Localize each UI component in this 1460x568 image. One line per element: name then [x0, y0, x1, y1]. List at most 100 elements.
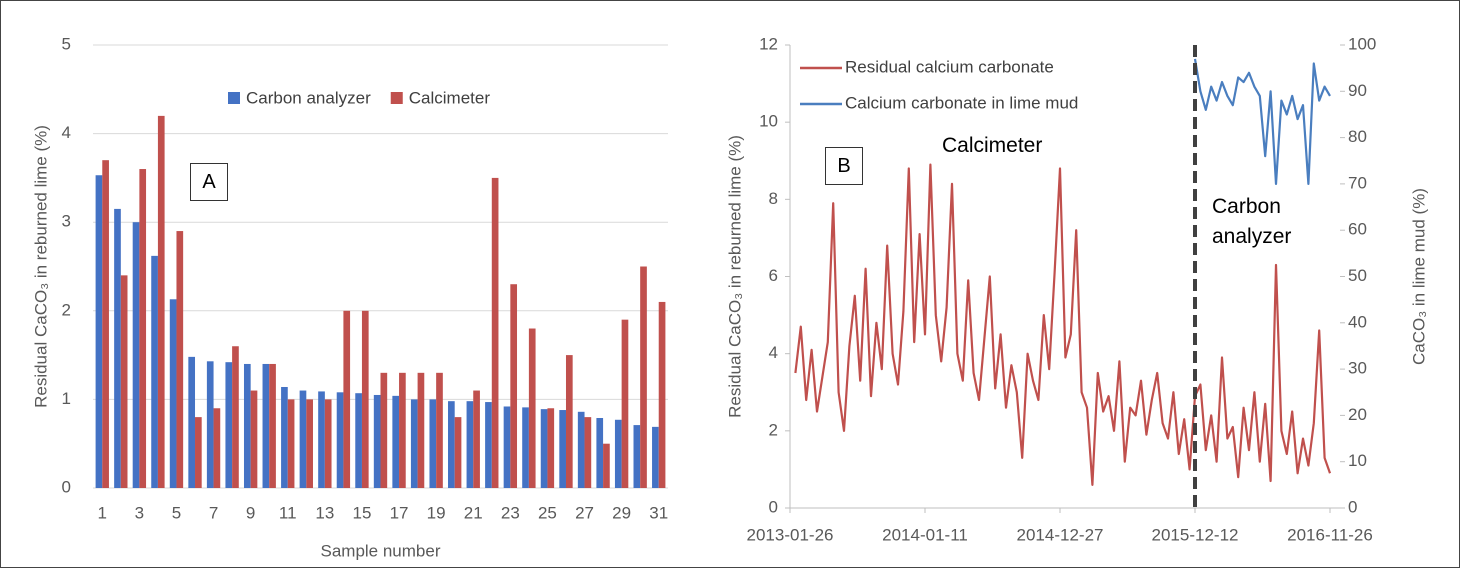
- bar: [176, 231, 184, 488]
- bar: [547, 408, 555, 488]
- y2-tick-label: 100: [1348, 34, 1376, 53]
- bar: [410, 399, 418, 488]
- y-axis-label: Residual CaCO₃ in reburned lime (%): [725, 135, 744, 418]
- legend-label: Calcium carbonate in lime mud: [845, 93, 1078, 112]
- bar: [565, 355, 573, 488]
- bar: [132, 222, 140, 488]
- bar: [243, 363, 251, 488]
- annotation: Carbon analyzer: [1212, 195, 1292, 248]
- bar: [281, 386, 288, 488]
- bar: [299, 390, 307, 488]
- x-tick-label: 17: [390, 503, 409, 522]
- y-tick-label: 0: [62, 477, 71, 496]
- x-tick-label: 9: [246, 503, 255, 522]
- y-tick-label: 4: [769, 343, 778, 362]
- legend-label: Residual calcium carbonate: [845, 57, 1054, 76]
- x-tick-label: 2016-11-26: [1287, 525, 1373, 544]
- bar: [318, 391, 325, 488]
- bar: [306, 399, 313, 488]
- bar: [658, 301, 666, 488]
- x-tick-label: 7: [209, 503, 218, 522]
- legend-label: Calcimeter: [409, 88, 491, 107]
- x-tick-label: 21: [464, 503, 483, 522]
- bar: [157, 115, 165, 488]
- y2-tick-label: 10: [1348, 451, 1367, 470]
- bar: [262, 363, 270, 488]
- x-tick-label: 3: [135, 503, 144, 522]
- bar: [577, 411, 585, 488]
- series-line: [1193, 58, 1331, 185]
- bar: [417, 372, 425, 488]
- bar: [466, 401, 474, 488]
- x-tick-label: 29: [612, 503, 631, 522]
- bar: [584, 417, 592, 488]
- bar: [287, 399, 295, 488]
- bar: [491, 177, 499, 488]
- y-tick-label: 2: [769, 420, 778, 439]
- bar: [225, 362, 233, 488]
- bar: [188, 356, 196, 488]
- annotation: Calcimeter: [942, 134, 1043, 157]
- bar: [559, 410, 566, 488]
- bar: [380, 372, 388, 488]
- legend-swatch: [390, 92, 403, 104]
- y2-tick-label: 60: [1348, 220, 1367, 239]
- bar: [206, 361, 214, 488]
- bar: [324, 399, 332, 488]
- bar: [614, 419, 622, 488]
- bar: [336, 392, 344, 488]
- bar: [399, 372, 406, 488]
- bar: [448, 401, 455, 488]
- y-tick-label: 0: [769, 497, 778, 516]
- y-axis-label: Residual CaCO₃ in reburned lime (%): [31, 125, 50, 408]
- x-tick-label: 15: [352, 503, 371, 522]
- bar: [139, 169, 147, 489]
- y-tick-label: 6: [769, 266, 778, 285]
- y2-tick-label: 50: [1348, 266, 1367, 285]
- bar: [540, 409, 548, 488]
- x-tick-label: 1: [98, 503, 107, 522]
- bar: [169, 299, 177, 488]
- bar: [95, 175, 103, 488]
- y2-tick-label: 40: [1348, 312, 1367, 331]
- bar: [621, 319, 629, 488]
- x-tick-label: 5: [172, 503, 181, 522]
- bar: [114, 208, 121, 488]
- bar: [361, 310, 369, 488]
- bar: [485, 402, 492, 488]
- bar: [473, 390, 480, 488]
- legend-swatch: [228, 92, 240, 104]
- x-tick-label: 19: [427, 503, 446, 522]
- bar: [373, 394, 381, 488]
- bar: [652, 426, 659, 488]
- bar: [250, 390, 258, 488]
- y2-tick-label: 90: [1348, 81, 1367, 100]
- bar: [528, 328, 536, 488]
- annotation: A: [190, 163, 228, 201]
- y2-axis-label: CaCO₃ in lime mud (%): [1409, 188, 1428, 365]
- x-tick-label: 25: [538, 503, 557, 522]
- x-tick-label: 2014-01-11: [882, 525, 968, 544]
- bar: [436, 372, 443, 488]
- y-tick-label: 1: [62, 389, 71, 408]
- x-tick-label: 23: [501, 503, 520, 522]
- x-tick-label: 11: [279, 503, 297, 522]
- bar: [454, 417, 462, 488]
- annotation: B: [825, 147, 863, 185]
- bar: [151, 255, 158, 488]
- y-tick-label: 12: [759, 34, 778, 53]
- legend-label: Carbon analyzer: [246, 88, 371, 107]
- y-tick-label: 3: [62, 212, 71, 231]
- y-tick-label: 10: [759, 112, 778, 131]
- bar: [510, 284, 518, 488]
- bar: [429, 399, 437, 488]
- x-tick-label: 2014-12-27: [1017, 525, 1104, 544]
- x-axis-label: Sample number: [320, 541, 440, 560]
- y2-tick-label: 80: [1348, 127, 1367, 146]
- bar: [603, 443, 610, 488]
- y2-tick-label: 20: [1348, 405, 1367, 424]
- x-tick-label: 31: [649, 503, 668, 522]
- y2-tick-label: 0: [1348, 497, 1357, 516]
